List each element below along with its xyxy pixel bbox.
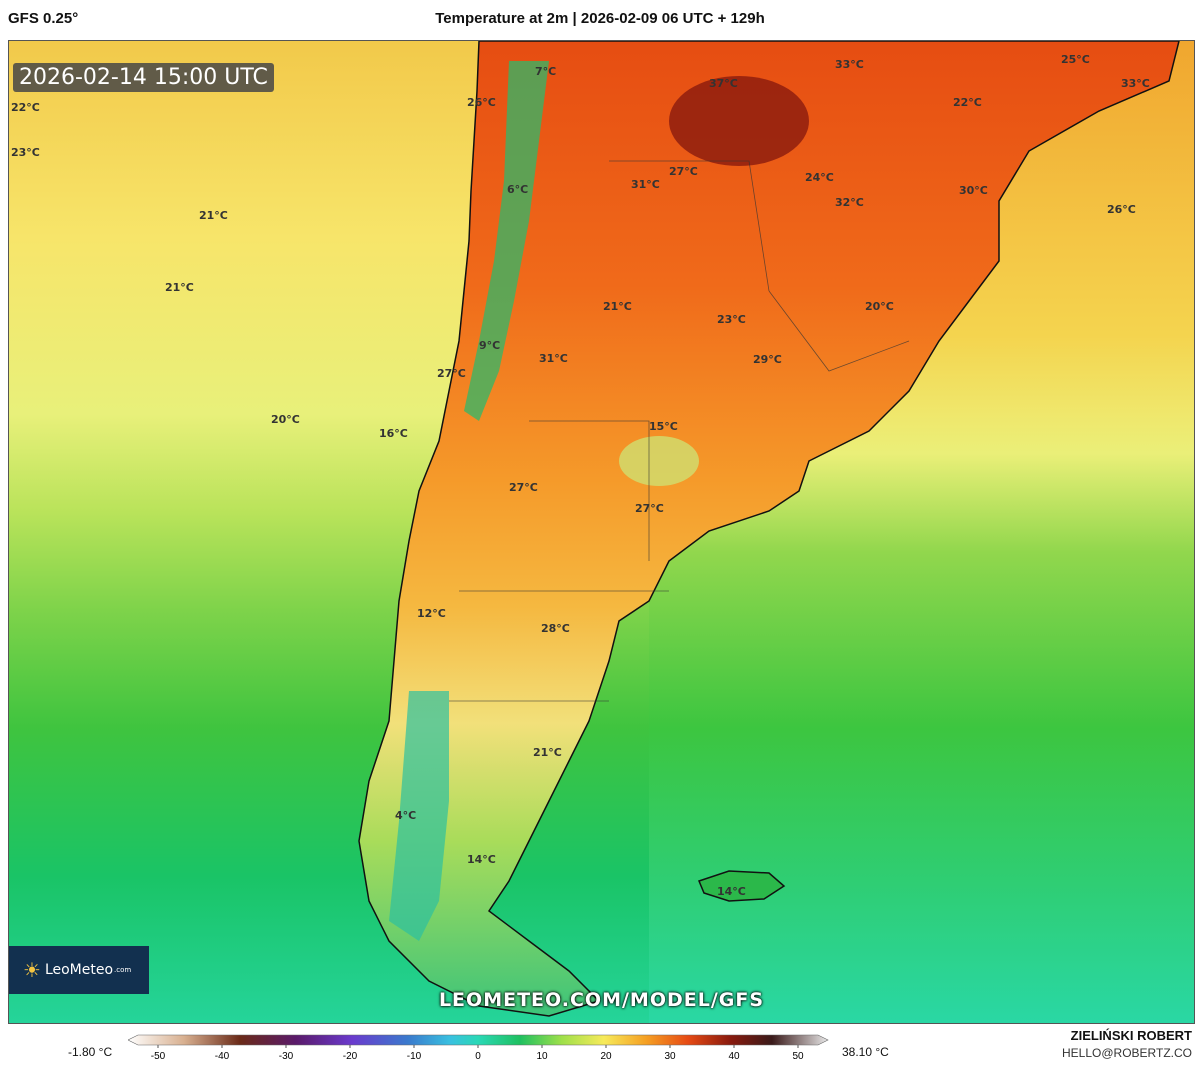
scale-tick-label: -20 (343, 1051, 358, 1062)
temperature-label: 21°C (533, 746, 562, 759)
map-title: Temperature at 2m | 2026-02-09 06 UTC + … (435, 10, 765, 27)
sun-icon: ☀ (23, 958, 41, 982)
temperature-label: 24°C (805, 171, 834, 184)
temperature-label: 26°C (1107, 203, 1136, 216)
temperature-label: 7°C (535, 65, 557, 78)
color-scale: -50 -40 -30 -20 -10 0 10 20 30 40 50 (128, 1034, 829, 1062)
temperature-label: 25°C (1061, 53, 1090, 66)
temperature-label: 20°C (865, 300, 894, 313)
south-america-landmass (358, 41, 1180, 1017)
temperature-label: 14°C (717, 885, 746, 898)
temperature-label: 9°C (479, 339, 501, 352)
watermark-url: LEOMETEO.COM/MODEL/GFS (438, 989, 765, 1011)
scale-tick-label: -50 (151, 1051, 166, 1062)
temperature-label: 28°C (541, 622, 570, 635)
temperature-label: 33°C (835, 58, 864, 71)
scale-tick-label: -40 (215, 1051, 230, 1062)
leometeo-logo[interactable]: ☀ LeoMeteo .com (9, 946, 149, 994)
temperature-label: 33°C (1121, 77, 1150, 90)
temperature-label: 21°C (199, 209, 228, 222)
scale-tick-label: 40 (728, 1051, 740, 1062)
model-name: GFS 0.25° (8, 10, 79, 27)
scale-tick-label: 10 (536, 1051, 548, 1062)
temperature-label: 27°C (509, 481, 538, 494)
timestamp-badge: 2026-02-14 15:00 UTC (13, 63, 274, 92)
temperature-label: 15°C (649, 420, 678, 433)
scale-tick-label: 0 (475, 1051, 481, 1062)
temperature-label: 32°C (835, 196, 864, 209)
scale-tick-label: 50 (792, 1051, 804, 1062)
scale-min-label: -1.80 °C (68, 1045, 113, 1059)
temperature-label: 37°C (709, 77, 738, 90)
hot-core (669, 76, 809, 166)
scale-tick-label: -30 (279, 1051, 294, 1062)
temperature-label: 14°C (467, 853, 496, 866)
temperature-label: 27°C (437, 367, 466, 380)
author-email[interactable]: HELLO@ROBERTZ.CO (1062, 1046, 1192, 1060)
scale-tick-label: -10 (407, 1051, 422, 1062)
map-canvas (9, 41, 1194, 1023)
temperature-label: 22°C (953, 96, 982, 109)
temperature-label: 6°C (507, 183, 529, 196)
andes-cool-band (464, 61, 549, 421)
temperature-label: 30°C (959, 184, 988, 197)
scale-tick-label: 20 (600, 1051, 612, 1062)
temperature-label: 21°C (603, 300, 632, 313)
cool-pocket (619, 436, 699, 486)
temperature-label: 4°C (395, 809, 417, 822)
temperature-label: 20°C (271, 413, 300, 426)
temperature-label: 27°C (669, 165, 698, 178)
temperature-label: 23°C (717, 313, 746, 326)
author-name: ZIELIŃSKI ROBERT (1070, 1028, 1192, 1043)
scale-tick-label: 30 (664, 1051, 676, 1062)
temperature-map[interactable]: 2026-02-14 15:00 UTC 22°C 23°C 21°C 21°C 20°… (8, 40, 1195, 1024)
logo-suffix: .com (114, 966, 132, 974)
temperature-label: 16°C (379, 427, 408, 440)
temperature-label: 26°C (467, 96, 496, 109)
province-borders (449, 160, 910, 702)
temperature-label: 22°C (11, 101, 40, 114)
temperature-label: 31°C (631, 178, 660, 191)
temperature-label: 27°C (635, 502, 664, 515)
patagonia-cool-band (389, 691, 449, 941)
temperature-label: 21°C (165, 281, 194, 294)
falkland-islands (697, 870, 786, 902)
temperature-label: 29°C (753, 353, 782, 366)
scale-max-label: 38.10 °C (842, 1045, 889, 1059)
logo-name: LeoMeteo (44, 962, 114, 978)
temperature-label: 23°C (11, 146, 40, 159)
temperature-label: 12°C (417, 607, 446, 620)
temperature-label: 31°C (539, 352, 568, 365)
